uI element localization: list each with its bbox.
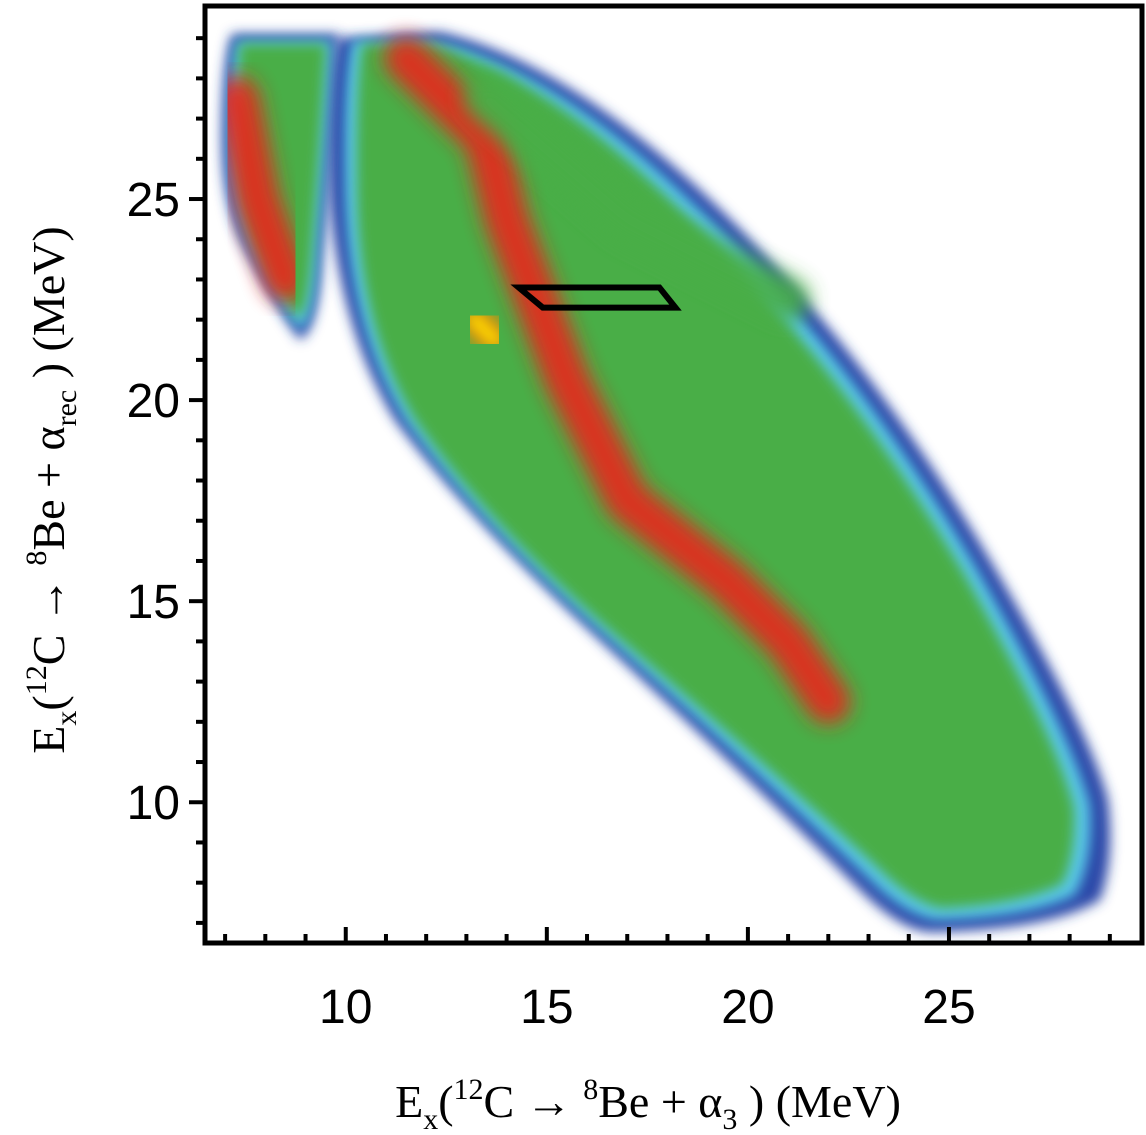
y-axis: 10 15 20 25 xyxy=(127,36,205,925)
y-tick-label: 10 xyxy=(127,777,180,830)
gate-polygon xyxy=(510,284,682,311)
plot-area xyxy=(215,32,1111,932)
x-tick-label: 10 xyxy=(319,981,372,1034)
ridge-3 xyxy=(464,76,811,322)
ridge-core-7 xyxy=(468,313,501,346)
plot-frame xyxy=(202,3,1145,946)
x-axis: 10 15 20 25 xyxy=(223,927,1112,1034)
y-tick-label: 20 xyxy=(127,375,180,428)
x-tick-label: 20 xyxy=(721,981,774,1034)
x-tick-label: 25 xyxy=(922,981,975,1034)
y-tick-label: 25 xyxy=(127,174,180,227)
x-tick-label: 15 xyxy=(520,981,573,1034)
y-axis-title: Ex(12C → 8Be + αrec ) (MeV) xyxy=(20,226,83,753)
gate-layer xyxy=(510,284,682,311)
intensity-ridges xyxy=(215,36,1092,912)
y-tick-label: 15 xyxy=(127,576,180,629)
ridge-8 xyxy=(215,76,308,302)
x-axis-title: Ex(12C → 8Be + α3 ) (MeV) xyxy=(395,1073,901,1135)
ridge-2 xyxy=(384,36,851,724)
